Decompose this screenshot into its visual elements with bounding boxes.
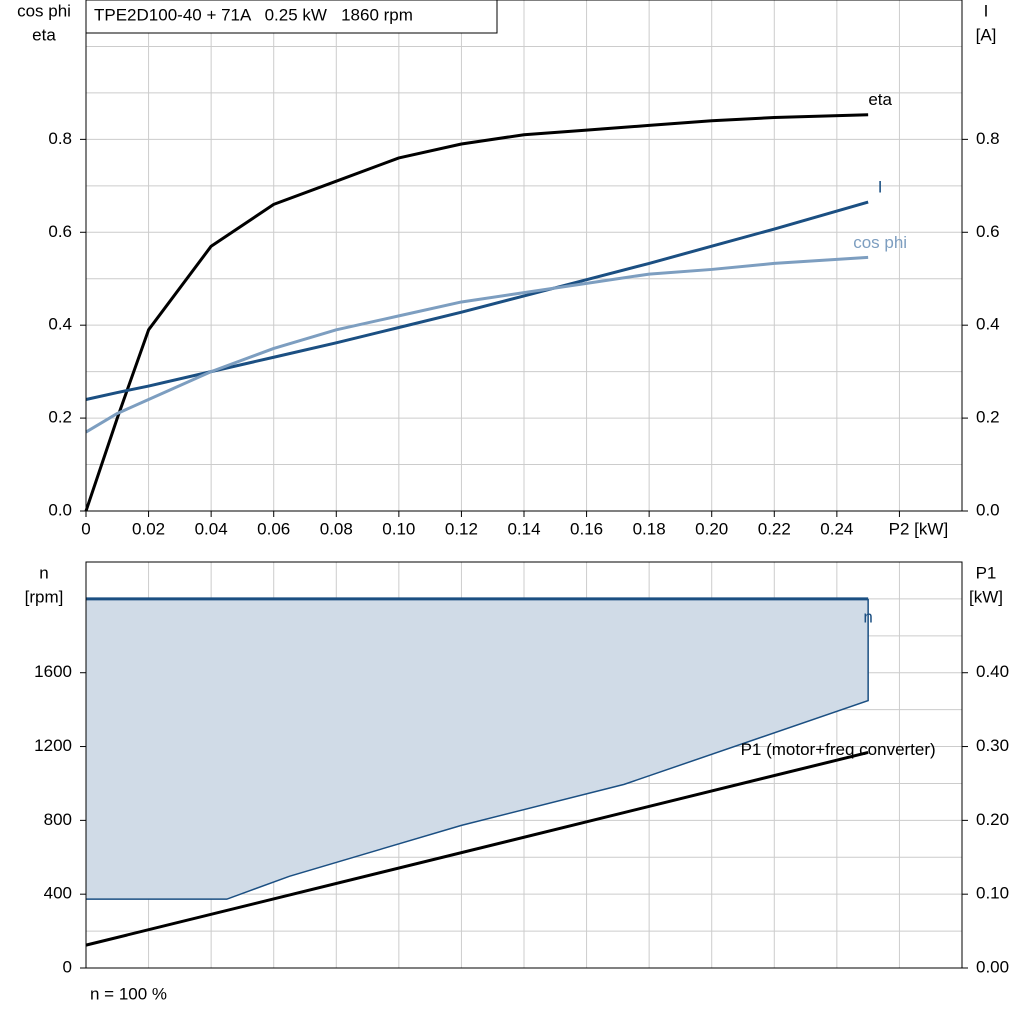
series-line xyxy=(85,255,869,434)
note: n = 100 % xyxy=(90,984,167,1003)
y2-axis-label: [kW] xyxy=(969,587,1003,606)
chart-title: TPE2D100-40 + 71A 0.25 kW 1860 rpm xyxy=(94,5,413,24)
y-tick-label: 0.8 xyxy=(48,129,72,148)
series-label: n xyxy=(863,607,872,626)
y-axis-label: [rpm] xyxy=(25,587,64,606)
series-line xyxy=(84,113,869,512)
y-tick-label: 400 xyxy=(44,884,72,903)
y2-tick-label: 0.30 xyxy=(976,736,1009,755)
series-label: eta xyxy=(868,90,892,109)
lower-line xyxy=(86,598,869,900)
x-tick-label: 0.08 xyxy=(320,519,353,538)
y2-tick-label: 0.40 xyxy=(976,662,1009,681)
series-line xyxy=(85,200,869,401)
y-tick-label: 0.0 xyxy=(48,500,72,519)
y2-tick-label: 0.2 xyxy=(976,408,1000,427)
y2-axis-label: P1 xyxy=(976,563,997,582)
y-tick-label: 1200 xyxy=(34,736,72,755)
x-axis-label: P2 [kW] xyxy=(889,519,949,538)
x-tick-label: 0.22 xyxy=(758,519,791,538)
plot-frame xyxy=(85,561,963,969)
y2-axis-label: [A] xyxy=(976,25,997,44)
x-tick-label: 0.20 xyxy=(695,519,728,538)
y-tick-label: 0.6 xyxy=(48,222,72,241)
x-tick-label: 0.04 xyxy=(195,519,228,538)
x-tick-label: 0.10 xyxy=(382,519,415,538)
series-line xyxy=(85,750,869,947)
y-axis-label: eta xyxy=(32,25,56,44)
series-label: I xyxy=(878,178,883,197)
x-tick-label: 0.06 xyxy=(257,519,290,538)
y2-tick-label: 0.6 xyxy=(976,222,1000,241)
y-tick-label: 1600 xyxy=(34,662,72,681)
y2-axis-label: I xyxy=(984,1,989,20)
area xyxy=(86,598,869,900)
y2-tick-label: 0.8 xyxy=(976,129,1000,148)
y-axis-label: n xyxy=(39,563,48,582)
x-tick-label: 0.02 xyxy=(132,519,165,538)
y-tick-label: 800 xyxy=(44,810,72,829)
y-tick-label: 0 xyxy=(63,957,72,976)
x-tick-label: 0.12 xyxy=(445,519,478,538)
x-tick-label: 0 xyxy=(81,519,90,538)
panel: n P1 (motor+freq converter) 0 400 800 1200 160… xyxy=(25,561,1009,1003)
title-box xyxy=(85,0,498,34)
y-tick-label: 0.4 xyxy=(48,315,72,334)
x-tick-label: 0.24 xyxy=(820,519,853,538)
y-axis-label: cos phi xyxy=(17,1,71,20)
y2-tick-label: 0.10 xyxy=(976,884,1009,903)
y2-tick-label: 0.00 xyxy=(976,957,1009,976)
x-tick-label: 0.16 xyxy=(570,519,603,538)
y2-tick-label: 0.4 xyxy=(976,315,1000,334)
x-tick-label: 0.14 xyxy=(507,519,540,538)
y-tick-label: 0.2 xyxy=(48,408,72,427)
y2-tick-label: 0.20 xyxy=(976,810,1009,829)
series-label: cos phi xyxy=(853,233,907,252)
y2-tick-label: 0.0 xyxy=(976,500,1000,519)
x-tick-label: 0.18 xyxy=(633,519,666,538)
series-label: P1 (motor+freq converter) xyxy=(741,740,936,759)
